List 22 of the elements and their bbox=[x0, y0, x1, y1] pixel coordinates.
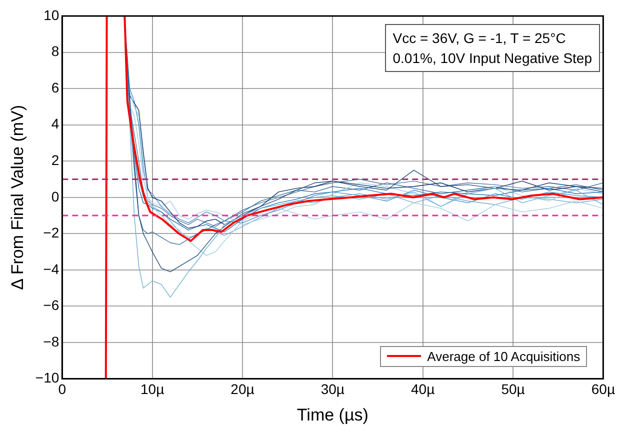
x-tick-label: 10µ bbox=[140, 381, 164, 398]
x-tick-label: 30µ bbox=[320, 381, 344, 398]
y-tick-label: −4 bbox=[43, 260, 60, 277]
x-tick-label: 20µ bbox=[230, 381, 254, 398]
y-tick-label: −6 bbox=[43, 297, 60, 314]
y-axis-title: Δ From Final Value (mV) bbox=[8, 104, 27, 290]
y-tick-label: −10 bbox=[35, 370, 60, 386]
x-axis-title: Time (µs) bbox=[296, 405, 368, 424]
y-tick-label: 10 bbox=[44, 6, 60, 23]
annotation: Vcc = 36V, G = -1, T = 25°C bbox=[392, 29, 567, 48]
y-tick-label: 0 bbox=[51, 188, 60, 204]
x-tick-label: 40µ bbox=[411, 381, 435, 398]
x-tick-label: 60µ bbox=[591, 381, 615, 398]
y-tick-label: 4 bbox=[51, 116, 60, 132]
y-tick-label: 8 bbox=[51, 43, 60, 60]
y-tick-label: 2 bbox=[51, 152, 60, 168]
y-tick-label: −8 bbox=[43, 333, 60, 350]
y-tick-label: 6 bbox=[51, 79, 60, 96]
y-tick-label: −2 bbox=[43, 224, 60, 241]
x-tick-label: 50µ bbox=[501, 381, 525, 398]
legend-label: Average of 10 Acquisitions bbox=[427, 348, 580, 364]
annotation: 0.01%, 10V Input Negative Step bbox=[392, 49, 592, 68]
